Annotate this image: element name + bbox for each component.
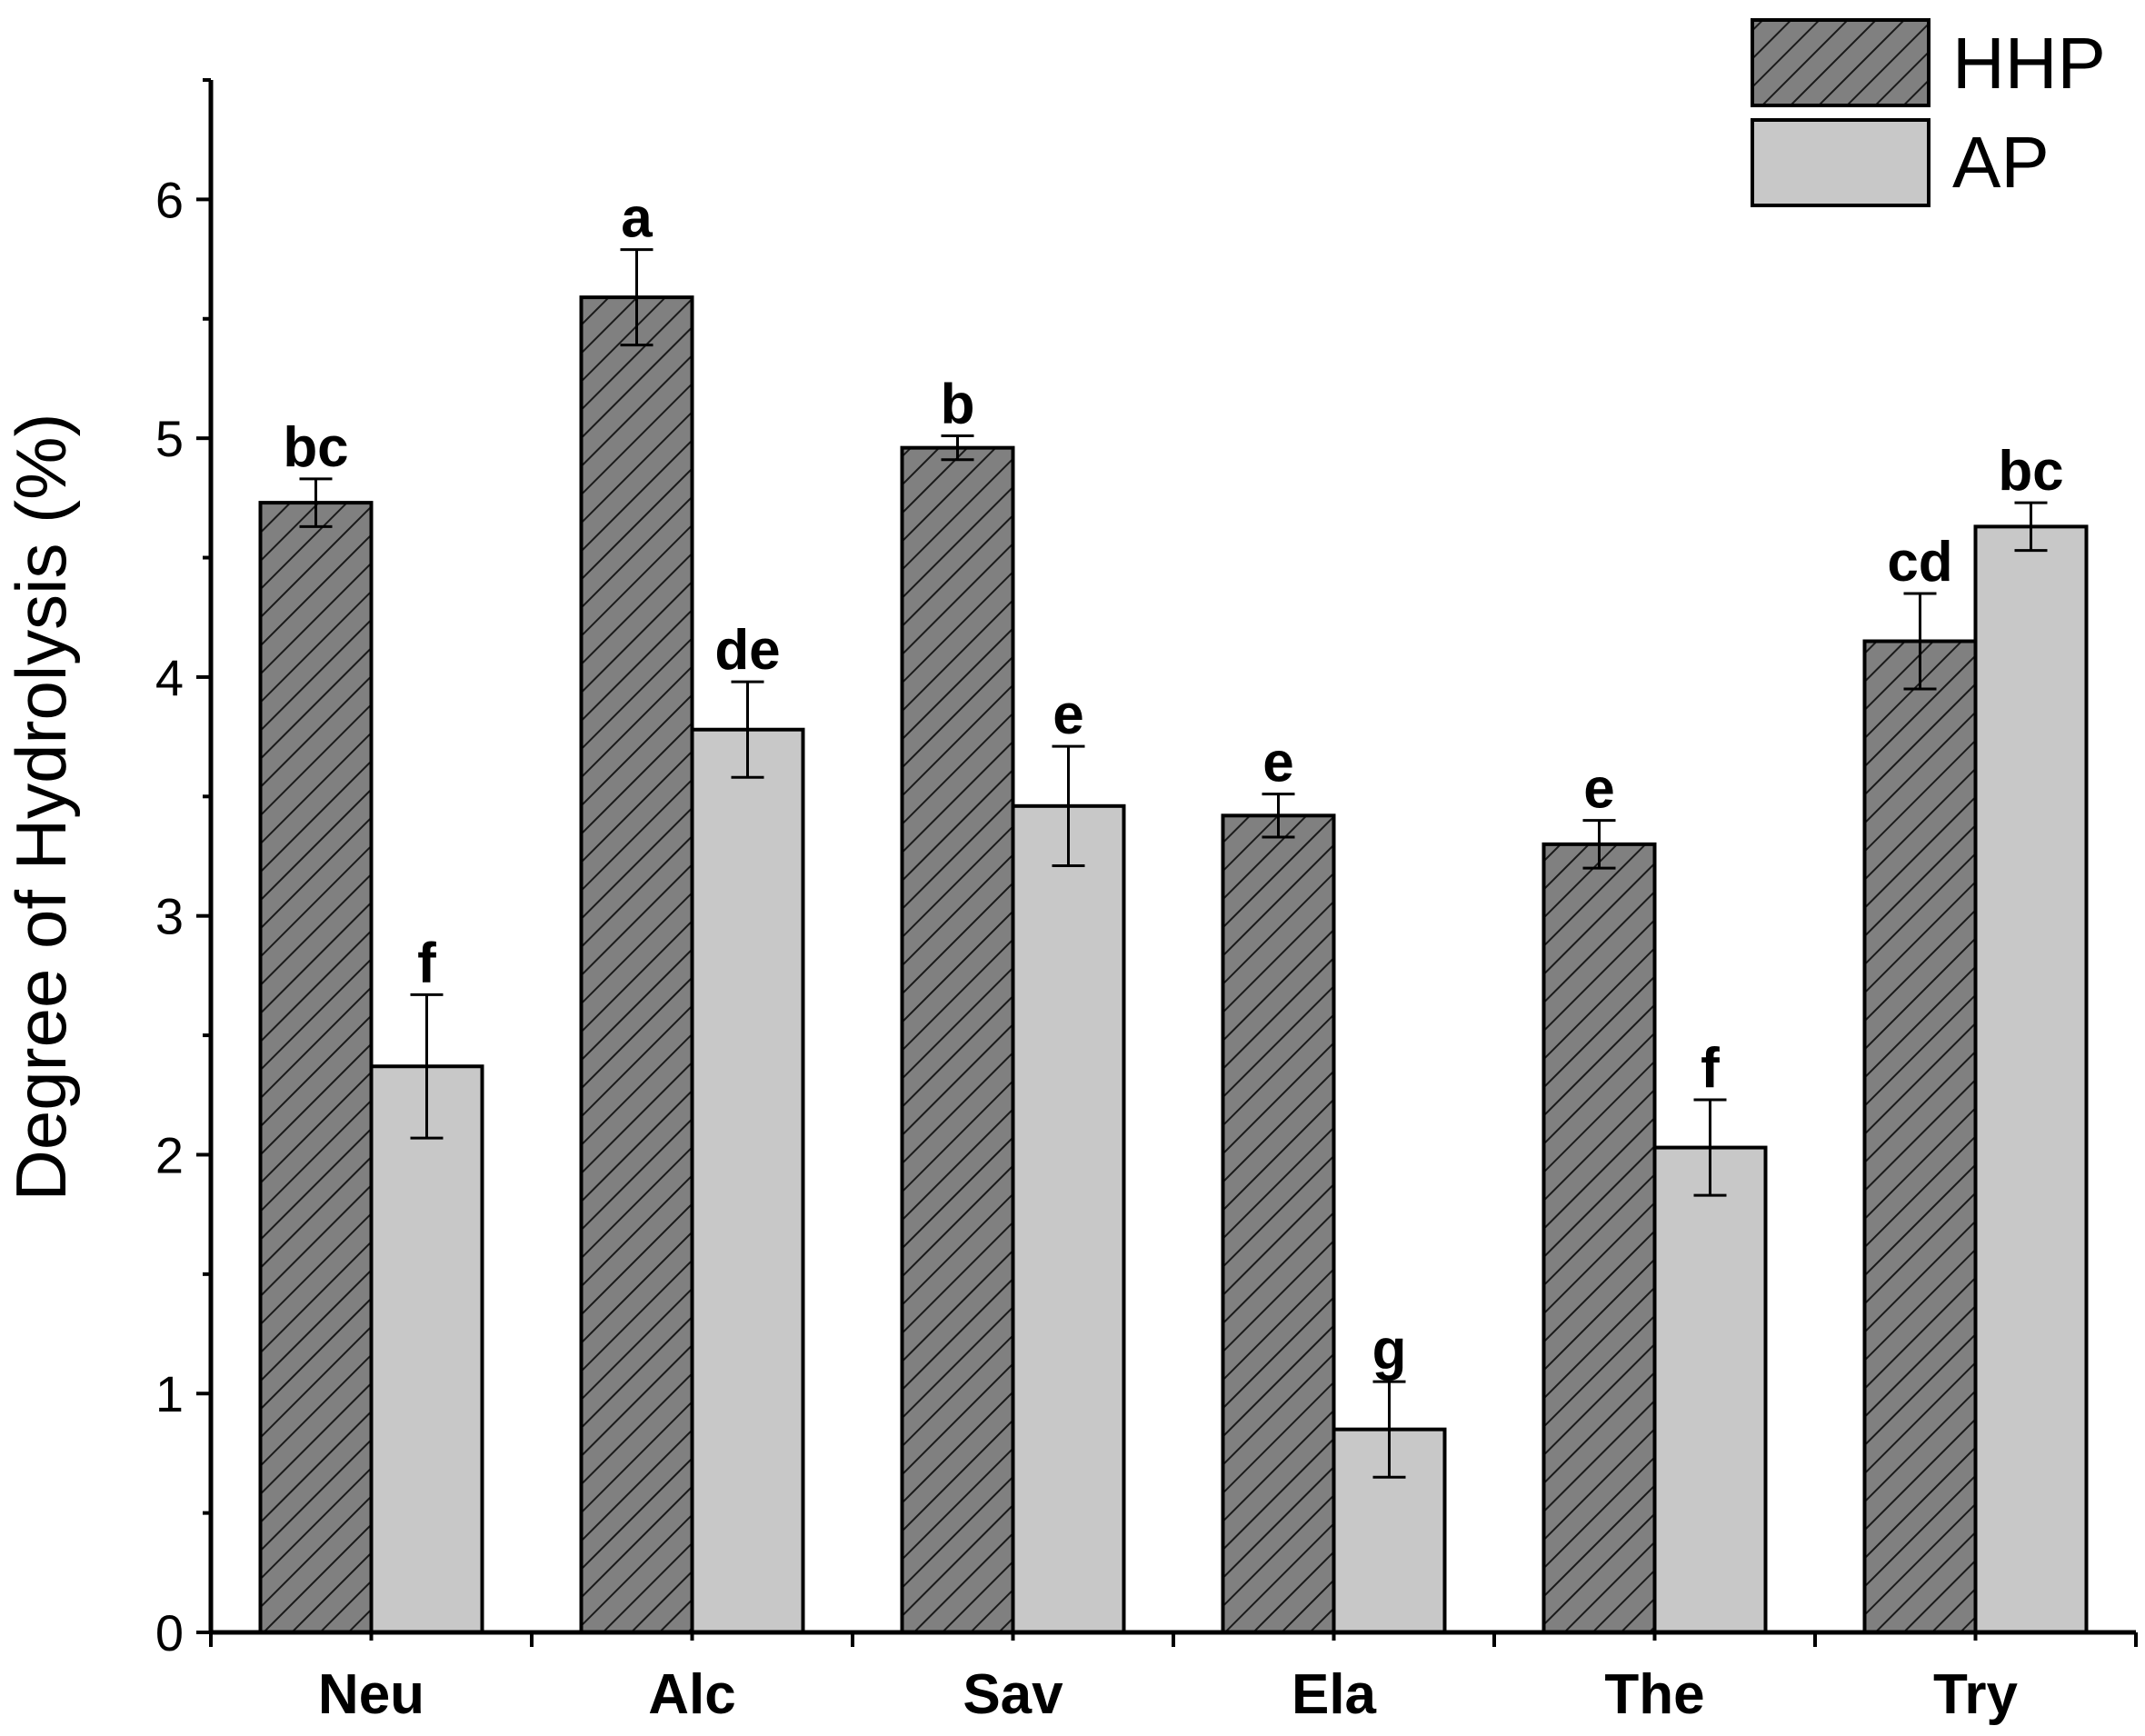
error-bar-hhp-sav bbox=[941, 434, 974, 462]
legend-label-hhp: HHP bbox=[1952, 23, 2106, 104]
bar-ap-sav bbox=[1011, 803, 1126, 1634]
bars-group bbox=[258, 295, 2089, 1635]
significance-letter: f bbox=[417, 932, 436, 994]
bar-ap-the bbox=[1652, 1145, 1768, 1634]
x-tick-label: Neu bbox=[318, 1663, 424, 1726]
significance-letter: e bbox=[1583, 758, 1614, 821]
significance-letter: e bbox=[1262, 732, 1293, 794]
significance-letter: a bbox=[621, 187, 653, 250]
bar-hhp-neu bbox=[258, 501, 374, 1634]
x-tick-label: Ela bbox=[1292, 1663, 1377, 1726]
error-bar-hhp-ela bbox=[1262, 793, 1295, 839]
significance-letter: bc bbox=[1998, 440, 2063, 503]
x-tick-label: Alc bbox=[648, 1663, 735, 1726]
bar-hhp-alc bbox=[579, 295, 694, 1634]
legend-swatch-ap bbox=[1751, 118, 1930, 207]
error-bar-ap-try bbox=[2014, 501, 2048, 553]
significance-letter: bc bbox=[283, 416, 348, 479]
error-bar-ap-the bbox=[1693, 1098, 1727, 1197]
y-tick-label: 5 bbox=[155, 410, 184, 467]
y-tick-label: 4 bbox=[155, 649, 184, 706]
y-tick-label: 3 bbox=[155, 888, 184, 945]
significance-letter: cd bbox=[1887, 531, 1952, 594]
error-bar-hhp-the bbox=[1582, 819, 1616, 870]
significance-letter: g bbox=[1372, 1319, 1407, 1382]
significance-letter: e bbox=[1053, 683, 1083, 746]
error-bar-ap-ela bbox=[1372, 1380, 1406, 1479]
legend: HHP AP bbox=[1751, 18, 2106, 207]
bar-ap-neu bbox=[369, 1064, 484, 1634]
error-bar-ap-alc bbox=[731, 680, 764, 779]
y-axis-title: Degree of Hydrolysis (%) bbox=[1, 414, 81, 1202]
legend-swatch-hhp bbox=[1751, 18, 1930, 107]
bar-hhp-try bbox=[1862, 639, 1978, 1634]
y-tick-label: 6 bbox=[155, 171, 184, 228]
error-bar-ap-sav bbox=[1052, 744, 1085, 868]
error-bar-ap-neu bbox=[410, 993, 444, 1140]
significance-letter: b bbox=[941, 374, 975, 436]
significance-letter: de bbox=[714, 619, 780, 682]
significance-letter: f bbox=[1701, 1037, 1720, 1100]
y-tick-label: 2 bbox=[155, 1126, 184, 1183]
error-bar-hhp-neu bbox=[299, 477, 333, 528]
legend-label-ap: AP bbox=[1952, 122, 2050, 203]
ticks-group: Neu Alc Sav Ela The Try 0 1 2 3 4 5 6 bbox=[155, 78, 2138, 1726]
x-tick-label: The bbox=[1604, 1663, 1704, 1726]
y-tick-label: 0 bbox=[155, 1604, 184, 1661]
bar-ap-alc bbox=[690, 727, 805, 1634]
bar-hhp-ela bbox=[1221, 813, 1336, 1634]
x-tick-label: Sav bbox=[963, 1663, 1063, 1726]
bar-hhp-sav bbox=[900, 445, 1015, 1634]
axes-group bbox=[208, 80, 2136, 1635]
error-bar-hhp-alc bbox=[620, 248, 653, 347]
error-bar-hhp-try bbox=[1903, 592, 1937, 691]
error-bars-group bbox=[299, 248, 2048, 1479]
x-tick-label: Try bbox=[1933, 1663, 2019, 1726]
bar-ap-try bbox=[1973, 524, 2089, 1635]
y-tick-label: 1 bbox=[155, 1365, 184, 1422]
bar-hhp-the bbox=[1541, 842, 1657, 1634]
